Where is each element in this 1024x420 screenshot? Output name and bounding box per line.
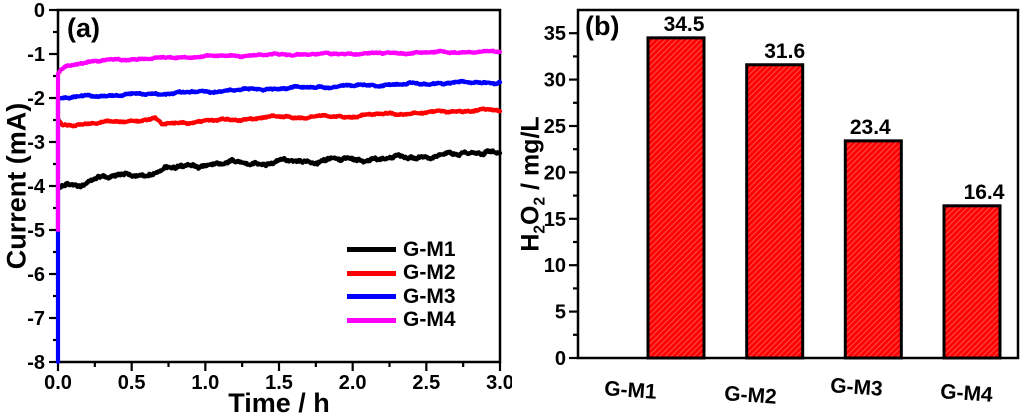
legend-line-swatch [347,270,396,276]
y-tick-label: -4 [27,176,46,198]
y-tick-label: 0 [34,0,45,22]
y-tick-label: -1 [27,44,45,66]
y-tick-label: -8 [27,352,45,374]
series-line-G-M3 [55,78,503,365]
series-line-G-M4 [55,48,503,233]
y-tick-label: 10 [544,255,566,277]
legend-line-swatch [347,247,396,253]
category-label: G-M1 [603,377,657,404]
x-tick-label: 1.5 [265,372,293,394]
y-tick-label: 0 [555,348,566,370]
y-tick-label: 30 [544,70,566,92]
legend: G-M1 G-M2 G-M3 G-M4 [347,238,456,332]
bar-value-label: 23.4 [850,116,891,139]
legend-entry: G-M4 [347,308,456,333]
bar-value-label: 16.4 [964,181,1005,204]
legend-line-swatch [347,317,396,323]
panel-b-ylabel-text: H2O2 / mg/L [516,116,549,252]
panel-a: 0.0 0.5 1.0 1.5 2.0 2.5 3.0 0 -1 -2 -3 -4 -5 -6 -7 -8 (… [1,0,513,418]
y-tick-label: 5 [555,302,566,324]
x-tick-label: 2.5 [412,372,440,394]
series-line-G-M2 [55,106,503,129]
y-tick-label: 20 [544,162,566,184]
legend-label: G-M3 [403,284,456,308]
bar-G-M4 [942,204,1002,360]
x-tick-label: 3.0 [486,372,512,394]
panel-a-xlabel: Time / h [228,388,330,418]
series-line-G-M1 [55,148,503,192]
legend-label: G-M1 [403,237,456,261]
bar-value-label: 34.5 [664,13,705,36]
bar-value-label: 31.6 [764,40,805,63]
panel-b-ylabel: H2O2 / mg/L [517,116,550,251]
category-label: G-M2 [723,382,777,409]
y-tick-label: -7 [27,308,45,330]
axes [569,32,578,360]
legend-entry: G-M2 [347,261,456,286]
y-tick-label: 25 [544,116,566,138]
panel-b: 0 5 10 15 20 25 30 35 34.5 31.6 23.4 16.4 G-M1 G-M2 G-… [512,0,1024,420]
line-chart-svg: 0.0 0.5 1.0 1.5 2.0 2.5 3.0 0 -1 -2 -3 -4 -5 -6 -7 -8 [27,0,512,394]
bar-G-M1 [646,36,706,360]
panel-a-ylabel: Current (mA) [1,102,32,270]
legend-label: G-M4 [403,308,456,332]
legend-line-swatch [347,294,396,300]
bar-G-M2 [745,63,805,360]
y-tick-label: -6 [27,264,45,286]
panel-a-tag: (a) [67,13,100,43]
y-tick-label: -3 [27,132,45,154]
x-tick-label: 1.0 [191,372,219,394]
x-tick-label: 2.0 [339,372,367,394]
category-label: G-M3 [829,374,883,401]
legend-label: G-M2 [403,261,456,285]
category-label: G-M4 [939,380,993,407]
x-tick-label: 0.5 [118,372,146,394]
y-tick-label: 35 [544,23,566,45]
panel-b-tag: (b) [585,11,620,41]
y-tick-label: -2 [27,88,45,110]
legend-entry: G-M3 [347,285,456,309]
x-tick-label: 0.0 [44,372,72,394]
y-tick-label: -5 [27,220,45,242]
legend-entry: G-M1 [347,238,456,262]
bar-G-M3 [843,139,903,360]
bar-chart-svg: 0 5 10 15 20 25 30 35 34.5 31.6 23.4 16.4 G-M1 G-M2 G-… [544,8,1020,409]
y-tick-label: 15 [544,209,566,231]
